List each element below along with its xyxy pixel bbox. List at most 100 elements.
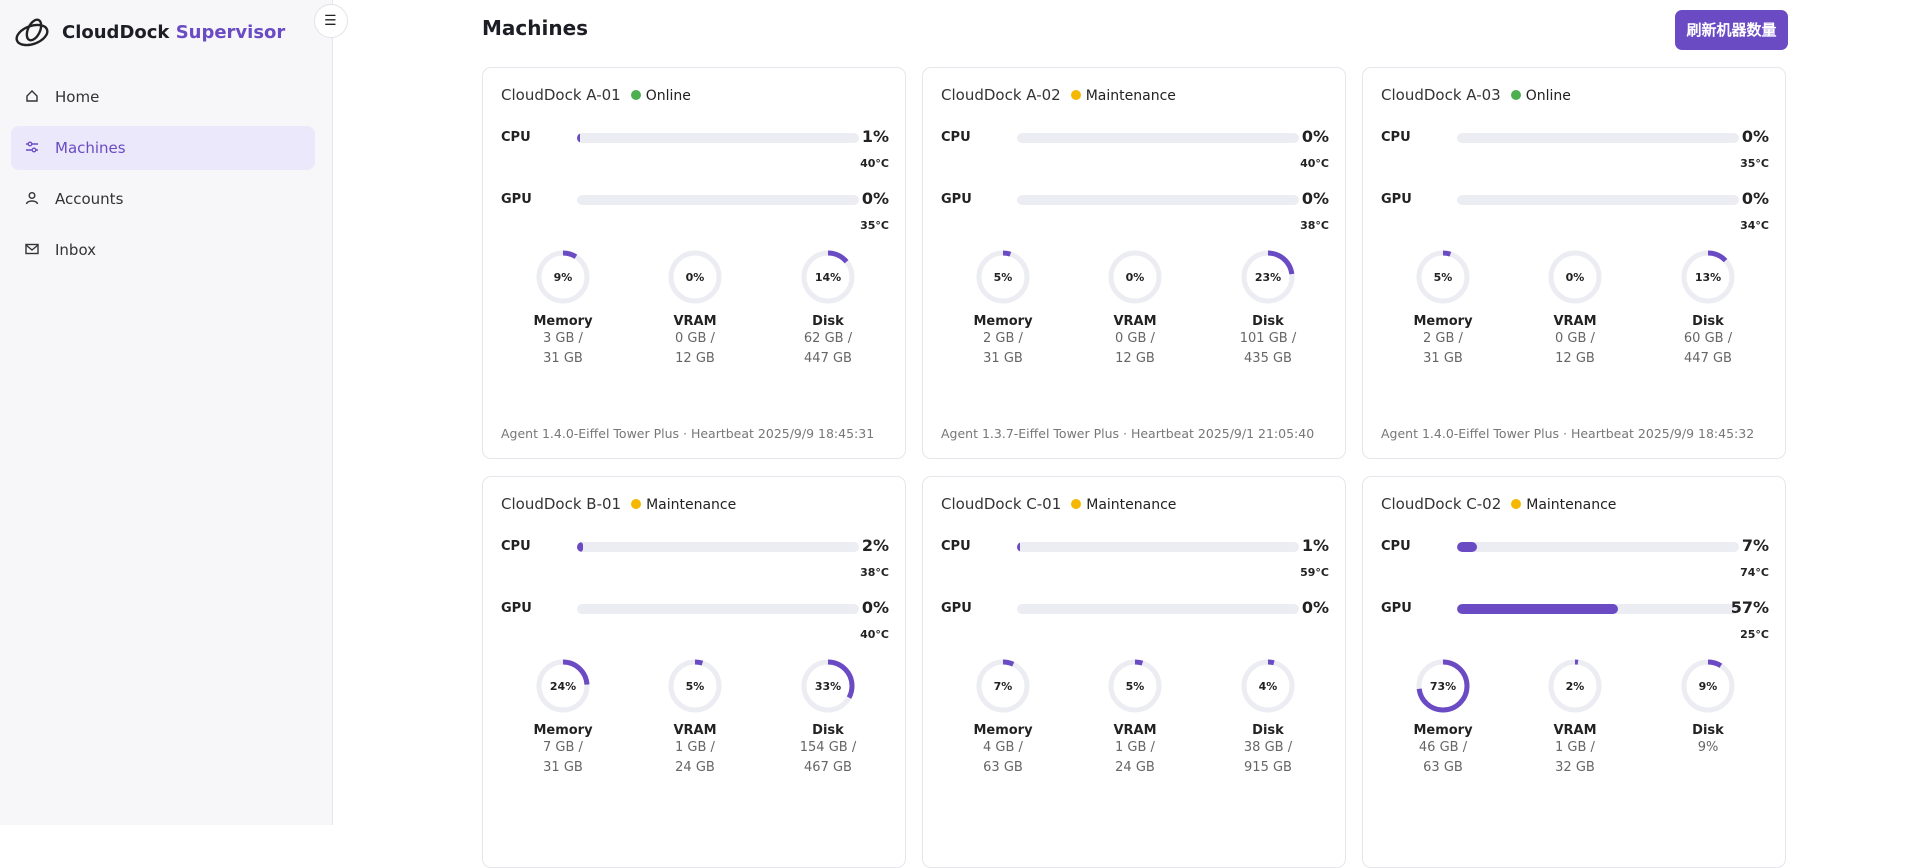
ring-detail: 60 GB /	[1683, 331, 1733, 346]
ring-gauge: 23% Disk 101 GB / 435 GB	[1208, 248, 1328, 369]
ring-label: Memory	[533, 314, 593, 329]
ring-detail: 3 GB /	[543, 331, 583, 346]
nav-item[interactable]: Inbox	[11, 228, 315, 272]
ring: 0%	[1108, 250, 1162, 304]
machine-card[interactable]: CloudDock A-03 Online CPU 0% 35°C GPU 0% 34°C 5%…	[1362, 67, 1786, 459]
ring-label: Disk	[1692, 723, 1724, 738]
ring-label: Memory	[973, 314, 1033, 329]
status-dot	[1510, 90, 1521, 100]
ring-gauge: 5% Memory 2 GB / 31 GB	[943, 248, 1063, 369]
machine-card[interactable]: CloudDock C-02 Maintenance CPU 7% 74°C GPU 57%…	[1362, 476, 1786, 868]
ring-label: Disk	[1252, 723, 1284, 738]
bar-track	[1457, 195, 1739, 205]
ring-detail: 31 GB	[543, 760, 583, 775]
ring-detail: 1 GB /	[1115, 740, 1155, 755]
sidebar-toggle[interactable]: ☰	[314, 4, 348, 38]
ring: 5%	[668, 659, 722, 713]
machine-card[interactable]: CloudDock C-01 Maintenance CPU 1% 59°C GPU 0% 7…	[922, 476, 1346, 868]
machine-name: CloudDock C-01	[941, 495, 1062, 513]
card-footer: Agent 1.4.0-Eiffel Tower Plus · Heartbea…	[501, 426, 875, 441]
ring-fill	[668, 659, 722, 713]
card-title: CloudDock C-02 Maintenance	[1381, 495, 1616, 513]
nav-label: Machines	[55, 139, 126, 157]
status-dot	[630, 90, 641, 100]
ring-detail: 24 GB	[1115, 760, 1155, 775]
ring-gauge: 73% Memory 46 GB / 63 GB	[1383, 657, 1503, 778]
status: Online	[1525, 88, 1571, 104]
nav-label: Accounts	[55, 190, 124, 208]
ring-percent: 73%	[1430, 680, 1456, 693]
ring-detail: 2 GB /	[983, 331, 1023, 346]
ring-label: Memory	[973, 723, 1033, 738]
ring-percent: 2%	[1566, 680, 1585, 693]
ring-fill	[536, 250, 590, 304]
bar-track	[577, 604, 859, 614]
status-dot	[1070, 90, 1081, 100]
ring-detail: 0 GB /	[1555, 331, 1595, 346]
brand: CloudDock Supervisor	[62, 22, 285, 43]
ring-detail: 467 GB	[804, 760, 852, 775]
temperature: 34°C	[1740, 219, 1769, 232]
ring-detail: 1 GB /	[1555, 740, 1595, 755]
brand-accent: Supervisor	[175, 22, 286, 43]
ring-track	[1548, 250, 1602, 304]
ring-detail: 101 GB /	[1239, 331, 1297, 346]
metric-label: CPU	[1381, 130, 1411, 145]
ring: 33%	[801, 659, 855, 713]
ring-gauge: 7% Memory 4 GB / 63 GB	[943, 657, 1063, 778]
ring-gauge: 33% Disk 154 GB / 467 GB	[768, 657, 888, 778]
ring-detail: 31 GB	[1423, 351, 1463, 366]
bar-track	[1017, 133, 1299, 143]
bar-fill	[577, 133, 580, 143]
machine-name: CloudDock A-03	[1381, 86, 1501, 104]
bar-fill	[1457, 542, 1477, 552]
ring: 5%	[1416, 250, 1470, 304]
metric-percent: 0%	[1301, 189, 1329, 208]
ring-gauge: 14% Disk 62 GB / 447 GB	[768, 248, 888, 369]
nav-item[interactable]: Machines	[11, 126, 315, 170]
page-title: Machines	[482, 16, 589, 40]
nav-label: Home	[55, 88, 100, 106]
bar-fill	[577, 542, 583, 552]
nav-item[interactable]: Accounts	[11, 177, 315, 221]
metric-percent: 1%	[1301, 536, 1329, 555]
ring: 0%	[1548, 250, 1602, 304]
metric-percent: 1%	[861, 127, 889, 146]
bar-track	[577, 542, 859, 552]
ring-gauge: 5% VRAM 1 GB / 24 GB	[635, 657, 755, 778]
metric-percent: 7%	[1741, 536, 1769, 555]
ring-percent: 23%	[1255, 271, 1281, 284]
ring-percent: 33%	[815, 680, 841, 693]
bar-track	[1457, 133, 1739, 143]
ring-gauge: 4% Disk 38 GB / 915 GB	[1208, 657, 1328, 778]
temperature: 40°C	[860, 157, 889, 170]
ring: 4%	[1241, 659, 1295, 713]
ring-gauge: 0% VRAM 0 GB / 12 GB	[635, 248, 755, 369]
refresh-button[interactable]: 刷新机器数量	[1675, 10, 1788, 50]
ring-percent: 9%	[554, 271, 573, 284]
ring-detail: 1 GB /	[675, 740, 715, 755]
ring-percent: 13%	[1695, 271, 1721, 284]
ring-gauge: 2% VRAM 1 GB / 32 GB	[1515, 657, 1635, 778]
card-title: CloudDock C-01 Maintenance	[941, 495, 1176, 513]
ring-fill	[1416, 250, 1470, 304]
ring: 13%	[1681, 250, 1735, 304]
bar-fill	[1017, 542, 1020, 552]
ring-label: VRAM	[1113, 314, 1157, 329]
ring-fill	[1681, 659, 1735, 713]
machine-card[interactable]: CloudDock B-01 Maintenance CPU 2% 38°C GPU 0% 4…	[482, 476, 906, 868]
status-dot	[631, 499, 642, 509]
nav-item[interactable]: Home	[11, 75, 315, 119]
machine-card[interactable]: CloudDock A-02 Maintenance CPU 0% 40°C GPU 0% 3…	[922, 67, 1346, 459]
temperature: 25°C	[1740, 628, 1769, 641]
bar-track	[1457, 604, 1739, 614]
ring-label: Disk	[1252, 314, 1284, 329]
card-title: CloudDock A-02 Maintenance	[941, 86, 1176, 104]
metric-label: GPU	[501, 601, 532, 616]
machine-card[interactable]: CloudDock A-01 Online CPU 1% 40°C GPU 0% 35°C 9%…	[482, 67, 906, 459]
metric-label: CPU	[501, 539, 531, 554]
temperature: 38°C	[860, 566, 889, 579]
ring-track	[668, 250, 722, 304]
ring-label: VRAM	[673, 314, 717, 329]
ring-detail: 154 GB /	[799, 740, 857, 755]
